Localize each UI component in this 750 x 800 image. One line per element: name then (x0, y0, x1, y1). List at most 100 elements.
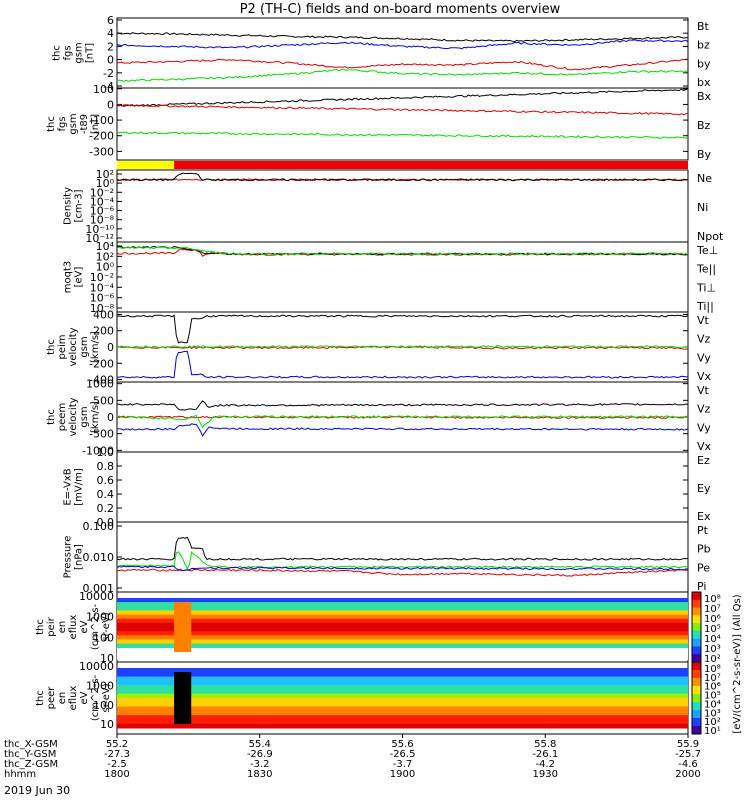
panel-efield: 1.00.80.60.40.20.0 E=-VxB [mV/m] Ez Ey Ex (63, 446, 711, 529)
heatmap-gap (117, 648, 688, 660)
heatmap-band (117, 702, 688, 708)
y-tick-label: -1000 (82, 444, 114, 457)
x-tick-label: -3.7 (393, 759, 413, 770)
x-tick-label: -2.5 (107, 759, 127, 770)
heatmap-band (117, 606, 688, 611)
legend-label: Bx (697, 90, 712, 103)
y-tick-label: -2 (103, 67, 114, 80)
colorbar-segment (692, 686, 701, 695)
series-Bt-line (116, 32, 689, 43)
series-Vy-line (116, 414, 689, 429)
series-Bx-line (116, 88, 689, 107)
colorbar-segment (692, 592, 701, 601)
series-By-line (116, 131, 689, 139)
y-tick-label: 10⁻⁶ (90, 292, 115, 305)
colorbar-segment (692, 599, 701, 609)
y-axis-label: en (57, 621, 68, 634)
x-row-label: thc_Z-GSM (4, 759, 58, 770)
y-tick-label: 4 (107, 27, 114, 40)
mode-bar-segment (117, 161, 175, 169)
colorbar-segment (692, 646, 701, 655)
y-axis-label: en (57, 692, 68, 705)
heatmap-band (117, 710, 688, 716)
colorbar-segment (692, 702, 701, 711)
panel-frame (116, 521, 689, 593)
colorbar-label: 10³ (704, 644, 721, 655)
panel-peim-velocity: 400 200 0 -200 -400 thc peim velocity gsm [km/s] V… (46, 308, 712, 386)
colorbar-segment (692, 630, 701, 640)
x-row-label: hhmm (4, 769, 36, 780)
y-axis-label: velocity (68, 327, 79, 366)
colorbar-label: 10⁷ (704, 604, 721, 615)
series-Vy-line (116, 345, 689, 349)
colorbar-segment (692, 607, 701, 616)
heatmap-event-block (174, 602, 192, 652)
legend-label: Pt (697, 524, 709, 537)
heatmap-band (117, 693, 688, 699)
y-axis-label: [nT] (85, 43, 96, 63)
colorbar-segment (692, 678, 701, 687)
legend-label: Vx (697, 440, 712, 453)
y-tick-label: 10² (96, 168, 114, 181)
y-axis-label: peir (46, 616, 57, 636)
y-tick-label: 10⁻¹² (85, 232, 114, 245)
colorbar-segment (692, 670, 701, 679)
colorbar-segment (692, 710, 701, 719)
heatmap-band (117, 680, 688, 686)
x-tick-label: 55.8 (534, 739, 556, 750)
colorbar-title: [eV/(cm^2-s-sr-eV)] (All Qs) (732, 594, 743, 733)
y-tick-label: 10⁻¹⁰ (85, 223, 114, 236)
heatmap-band (117, 668, 688, 673)
heatmap-band (117, 723, 688, 729)
legend-label: By (697, 148, 712, 161)
heatmap-band (117, 689, 688, 695)
y-axis-label: eflux (68, 686, 79, 711)
y-axis-label: gsm (74, 42, 85, 63)
y-axis-label: thc (52, 45, 63, 61)
colorbar-label: 10⁶ (704, 682, 721, 693)
x-tick-label: 2000 (675, 769, 700, 780)
y-tick-label: 100 (93, 631, 114, 644)
series-Ni-line (116, 172, 689, 182)
x-tick-label: 55.6 (391, 739, 413, 750)
x-tick-label: -26.9 (247, 749, 273, 760)
heatmap-band (117, 643, 688, 649)
y-axis-label: eflux (68, 615, 79, 640)
y-axis-label: (cm^2-s- (90, 603, 101, 650)
y-tick-label: 400 (93, 308, 114, 321)
y-tick-label: 200 (93, 325, 114, 338)
colorbar-segment (692, 654, 701, 663)
x-tick-label: 1930 (533, 769, 558, 780)
legend-label: Pi (697, 580, 706, 593)
y-axis-label: eV (79, 691, 90, 704)
colorbar-label: 10⁸ (704, 664, 721, 675)
series-Pi-line (116, 565, 689, 572)
series-Vx-line (116, 423, 689, 437)
series-bx-line (116, 68, 689, 82)
heatmap-band (117, 631, 688, 636)
mode-bar-segment (174, 161, 689, 169)
colorbar-segment (692, 726, 701, 735)
y-axis-label: gsm (68, 113, 79, 134)
y-axis-label: (cm^2-s- (90, 674, 101, 721)
legend-label: Ti⊥ (696, 281, 716, 294)
y-axis-label: moqt3 (63, 261, 74, 294)
series-bz-line (116, 58, 688, 71)
date-label: 2019 Jun 30 (4, 784, 70, 797)
legend-label: Ne (697, 172, 712, 185)
y-tick-label: 0 (107, 341, 114, 354)
series-Pt-line (116, 536, 689, 561)
y-axis-label: peem (57, 403, 68, 431)
y-axis-label: fgs (63, 45, 74, 60)
panel-peir-spec: 10000 1000 100 10 thc peir en eflux eV (cm^2-s-sr… (35, 590, 689, 665)
y-tick-label: 10² (96, 250, 114, 263)
heatmap-band (117, 598, 688, 603)
y-axis-label: Pressure (63, 536, 74, 579)
x-tick-label: 55.2 (106, 739, 128, 750)
series-Vx-line (116, 350, 688, 379)
heatmap-band (117, 614, 688, 620)
y-tick-label: -500 (89, 428, 114, 441)
x-tick-label: -26.5 (390, 749, 416, 760)
y-tick-label: 0.010 (83, 551, 115, 564)
